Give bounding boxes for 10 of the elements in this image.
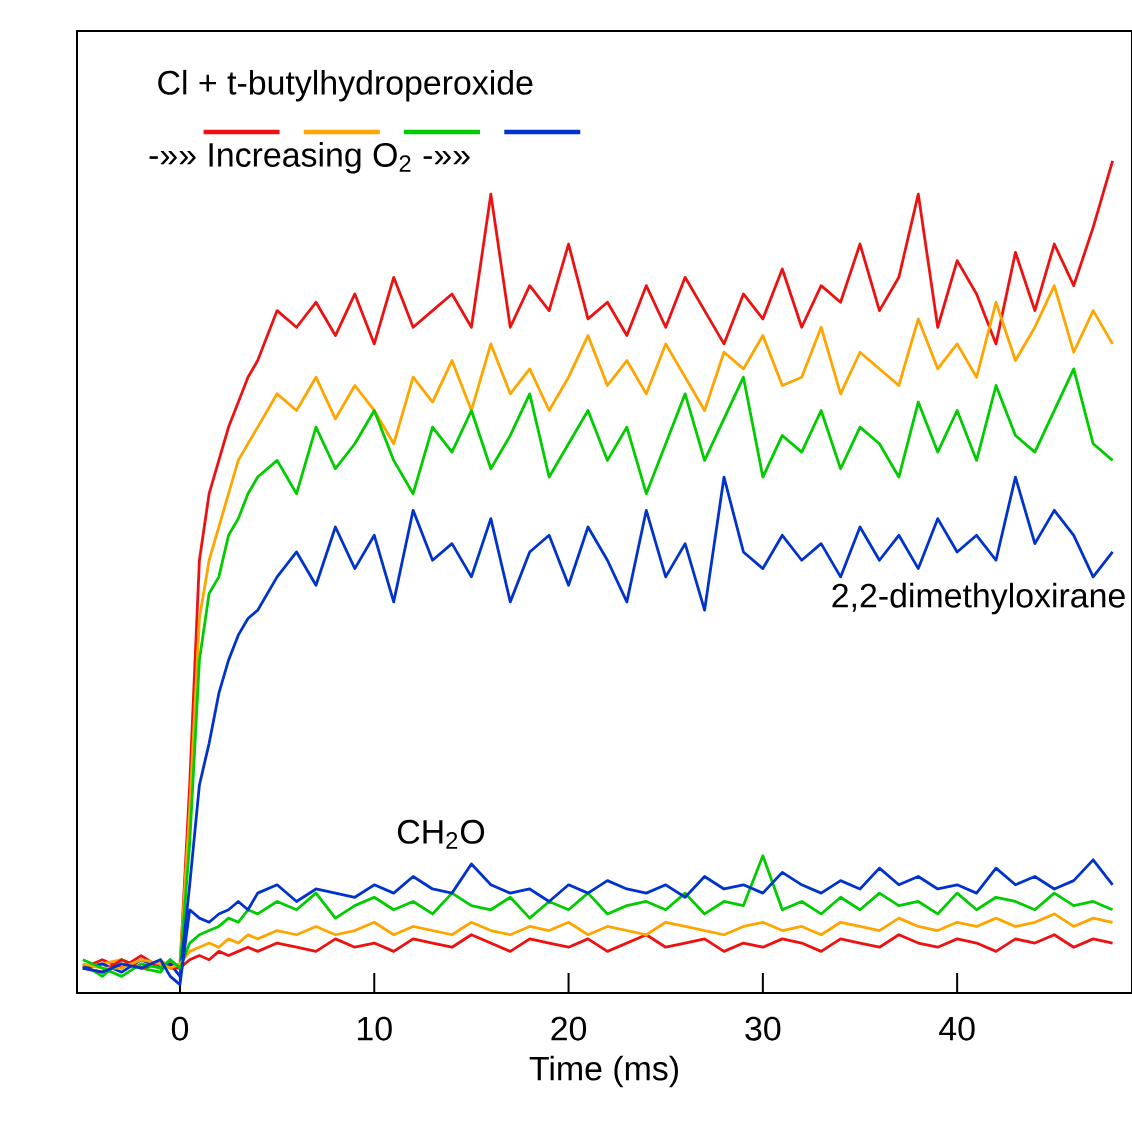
x-tick-label: 10 — [358, 1016, 392, 1041]
x-axis-title: Time (ms) — [529, 1055, 678, 1088]
x-tick-label: 30 — [745, 1016, 781, 1041]
annotation: CH$_{2}$O — [397, 819, 485, 849]
annotation: 2,2-dimethyloxirane — [832, 582, 1125, 615]
x-tick-label: 40 — [939, 1016, 975, 1041]
legend-title: Cl + t-butylhydroperoxide — [158, 69, 533, 102]
x-tick-label: 0 — [171, 1016, 189, 1041]
x-tick-label: 20 — [551, 1016, 587, 1041]
annotation: -»» Increasing O$_{2}$ -»» — [149, 142, 470, 174]
